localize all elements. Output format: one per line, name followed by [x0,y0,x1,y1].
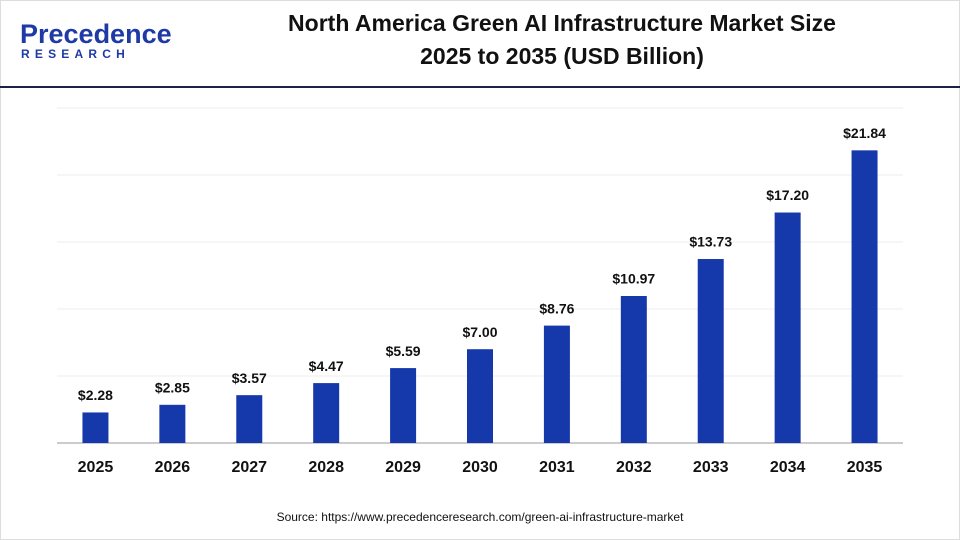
x-tick-label: 2033 [693,459,729,476]
bar [313,383,340,443]
value-label: $13.73 [689,234,732,250]
bar [774,212,801,443]
x-tick-label: 2032 [616,459,652,476]
bar [390,368,417,443]
x-tick-label: 2030 [462,459,498,476]
bar [82,412,109,443]
bar [159,404,186,443]
x-tick-label: 2025 [78,459,114,476]
value-label: $2.28 [78,387,113,403]
logo-name: Precedence [20,19,172,49]
value-label: $8.76 [539,300,574,316]
chart-subtitle: 2025 to 2035 (USD Billion) [420,43,704,69]
x-tick-label: 2035 [847,459,883,476]
value-label: $17.20 [766,187,809,203]
source: Source: https://www.precedenceresearch.c… [277,510,685,524]
value-label: $4.47 [309,358,344,374]
value-label: $7.00 [462,324,497,340]
bar [851,150,878,443]
value-label: $3.57 [232,370,267,386]
value-label: $2.85 [155,380,190,396]
x-tick-label: 2031 [539,459,575,476]
x-tick-label: 2026 [155,459,191,476]
value-label: $10.97 [612,271,655,287]
x-tick-label: 2029 [385,459,421,476]
x-tick-label: 2028 [308,459,344,476]
x-tick-label: 2034 [770,459,806,476]
bar [543,325,570,443]
bar [697,259,724,443]
bar [620,296,647,443]
bar [467,349,493,443]
x-tick-label: 2027 [231,459,267,476]
logo-tagline: RESEARCH [21,47,130,61]
value-label: $21.84 [843,125,886,141]
bar [236,395,263,443]
chart-title: North America Green AI Infrastructure Ma… [288,10,836,36]
value-label: $5.59 [386,343,421,359]
